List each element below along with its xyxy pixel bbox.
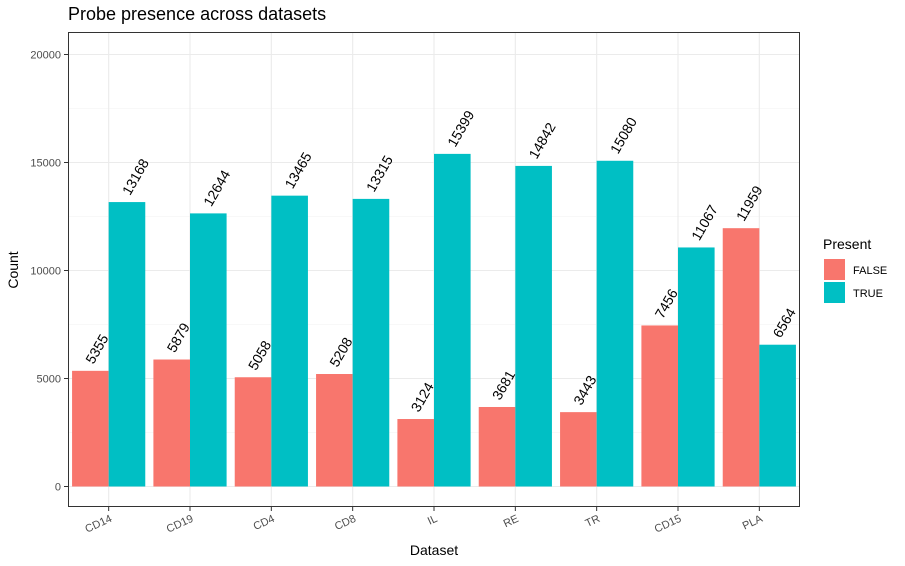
x-tick-label: CD8 — [333, 513, 358, 533]
x-tick-label: IL — [426, 513, 439, 528]
bar-true-tr — [596, 160, 634, 487]
data-label: 13465 — [281, 149, 314, 191]
bar-true-cd14 — [108, 202, 146, 487]
bar-true-cd4 — [271, 195, 308, 487]
legend-label: FALSE — [853, 265, 887, 277]
x-tick-label: CD15 — [653, 513, 684, 536]
x-tick-label: TR — [584, 513, 602, 530]
y-tick-label: 5000 — [37, 374, 61, 386]
legend: Present FALSE TRUE — [823, 236, 887, 303]
data-label: 5208 — [326, 334, 356, 369]
data-label: 15399 — [444, 107, 477, 149]
data-label: 12644 — [200, 167, 233, 209]
x-tick-label: CD14 — [83, 513, 114, 536]
bar-false-cd4 — [234, 377, 272, 487]
data-label: 6564 — [769, 305, 799, 340]
x-axis: CD14 CD19 CD4 CD8 IL RE TR CD15 PLA — [83, 507, 765, 536]
legend-label: TRUE — [853, 288, 883, 300]
y-axis-title: Count — [5, 251, 21, 288]
data-label: 13315 — [363, 152, 396, 194]
x-tick-label: PLA — [741, 513, 766, 533]
bar-false-cd15 — [641, 325, 678, 487]
bar-true-pla — [759, 344, 796, 487]
data-label: 11067 — [688, 202, 721, 243]
data-label: 5879 — [163, 320, 193, 355]
bar-true-re — [515, 165, 552, 487]
data-label: 15080 — [607, 114, 640, 156]
data-label: 7456 — [651, 286, 681, 321]
bar-false-cd19 — [153, 359, 190, 487]
bar-true-cd15 — [678, 247, 715, 487]
data-label: 3681 — [489, 367, 519, 402]
legend-key-true — [824, 282, 845, 303]
chart-title: Probe presence across datasets — [68, 4, 326, 24]
bar-true-il — [434, 153, 471, 487]
x-tick-label: RE — [502, 513, 521, 530]
data-label: 14842 — [525, 120, 558, 162]
x-axis-title: Dataset — [410, 542, 458, 558]
bar-false-re — [478, 406, 516, 487]
bar-false-cd14 — [72, 370, 109, 487]
bar-false-cd8 — [316, 374, 353, 487]
data-label: 11959 — [733, 183, 766, 224]
data-label: 5355 — [82, 331, 112, 366]
bar-true-cd8 — [352, 198, 390, 487]
data-label: 3124 — [407, 379, 437, 414]
data-label: 5058 — [245, 338, 275, 373]
legend-key-false — [824, 259, 845, 280]
data-label: 3443 — [570, 372, 600, 407]
x-tick-label: CD4 — [252, 513, 277, 533]
bar-true-cd19 — [190, 213, 227, 487]
bars — [72, 153, 796, 487]
y-tick-label: 0 — [55, 482, 61, 494]
panel-border — [68, 32, 800, 507]
y-tick-label: 20000 — [30, 50, 61, 62]
x-tick-label: CD19 — [165, 513, 196, 536]
bar-false-pla — [722, 228, 760, 487]
y-tick-label: 15000 — [30, 158, 61, 170]
legend-title: Present — [823, 236, 871, 252]
y-axis: 0 5000 10000 15000 20000 — [30, 50, 68, 494]
bar-false-tr — [560, 412, 597, 487]
y-tick-label: 10000 — [30, 266, 61, 278]
bar-false-il — [397, 419, 434, 487]
